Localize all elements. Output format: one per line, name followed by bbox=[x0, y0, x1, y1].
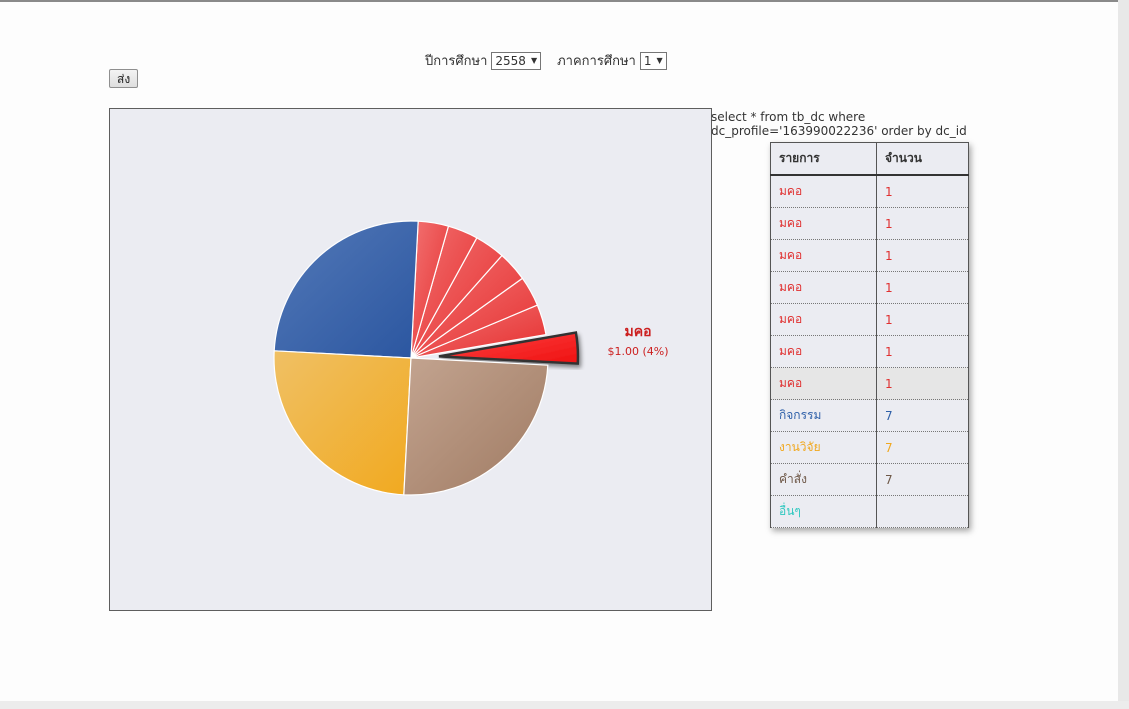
row-label: มคอ bbox=[770, 367, 877, 400]
row-value bbox=[876, 495, 969, 528]
row-label: มคอ bbox=[770, 303, 877, 336]
pie-slice[interactable] bbox=[273, 350, 412, 496]
term-select-value: 1 bbox=[643, 53, 652, 68]
table-row: มคอ 1 bbox=[770, 175, 969, 208]
table-row: มคอ 1 bbox=[770, 271, 969, 304]
row-value: 1 bbox=[876, 239, 969, 272]
chart-container: มคอ $1.00 (4%) bbox=[109, 108, 712, 611]
row-value: 7 bbox=[876, 463, 969, 496]
table-row: คำสั่ง 7 bbox=[770, 463, 969, 496]
sql-line-1: select * from tb_dc where bbox=[711, 110, 866, 124]
row-value: 1 bbox=[876, 367, 969, 400]
scrollbar-track[interactable] bbox=[1118, 0, 1129, 709]
sql-debug-text: select * from tb_dc where dc_profile='16… bbox=[711, 110, 991, 138]
table-header-row: รายการ จำนวน bbox=[770, 142, 969, 176]
row-label: มคอ bbox=[770, 207, 877, 240]
row-label: กิจกรรม bbox=[770, 399, 877, 432]
year-select-value: 2558 bbox=[495, 53, 526, 68]
term-label: ภาคการศึกษา bbox=[557, 54, 636, 69]
row-label: มคอ bbox=[770, 239, 877, 272]
pie-slice[interactable] bbox=[273, 220, 419, 359]
filter-bar: ปีการศึกษา 2558 ▼ ภาคการศึกษา 1 ▼ bbox=[425, 50, 683, 71]
column-header: จำนวน bbox=[876, 142, 969, 176]
year-label: ปีการศึกษา bbox=[425, 54, 488, 69]
row-label: มคอ bbox=[770, 175, 877, 208]
top-border bbox=[0, 0, 1118, 2]
row-value: 1 bbox=[876, 175, 969, 208]
chevron-down-icon: ▼ bbox=[656, 56, 663, 65]
table-row: มคอ 1 bbox=[770, 335, 969, 368]
pie-chart: มคอ $1.00 (4%) bbox=[273, 220, 669, 496]
row-label: คำสั่ง bbox=[770, 463, 877, 496]
year-select[interactable]: 2558 ▼ bbox=[491, 51, 542, 70]
table-row: อื่นๆ bbox=[770, 495, 969, 528]
row-value: 1 bbox=[876, 271, 969, 304]
slice-callout-value: $1.00 (4%) bbox=[607, 345, 668, 358]
row-value: 7 bbox=[876, 431, 969, 464]
submit-button[interactable]: ส่ง bbox=[109, 69, 139, 88]
table-row: กิจกรรม 7 bbox=[770, 399, 969, 432]
data-table: รายการ จำนวน มคอ 1 มคอ 1 มคอ 1 มคอ 1 มคอ 1 มค… bbox=[770, 142, 969, 528]
row-value: 1 bbox=[876, 207, 969, 240]
chevron-down-icon: ▼ bbox=[530, 56, 538, 65]
table-row: มคอ 1 bbox=[770, 239, 969, 272]
row-label: มคอ bbox=[770, 271, 877, 304]
bottom-bar bbox=[0, 701, 1129, 709]
column-header: รายการ bbox=[770, 142, 877, 176]
sql-line-2: dc_profile='163990022236' order by dc_id bbox=[711, 124, 967, 138]
row-label: งานวิจัย bbox=[770, 431, 877, 464]
slice-callout-title: มคอ bbox=[624, 324, 651, 340]
row-label: อื่นๆ bbox=[770, 495, 877, 528]
table-row: มคอ 1 bbox=[770, 367, 969, 400]
pie-slice[interactable] bbox=[403, 357, 549, 496]
table-row: มคอ 1 bbox=[770, 303, 969, 336]
row-label: มคอ bbox=[770, 335, 877, 368]
row-value: 1 bbox=[876, 303, 969, 336]
pie-slice[interactable] bbox=[438, 331, 580, 365]
table-row: มคอ 1 bbox=[770, 207, 969, 240]
row-value: 1 bbox=[876, 335, 969, 368]
term-select[interactable]: 1 ▼ bbox=[639, 51, 667, 70]
row-value: 7 bbox=[876, 399, 969, 432]
table-row: งานวิจัย 7 bbox=[770, 431, 969, 464]
